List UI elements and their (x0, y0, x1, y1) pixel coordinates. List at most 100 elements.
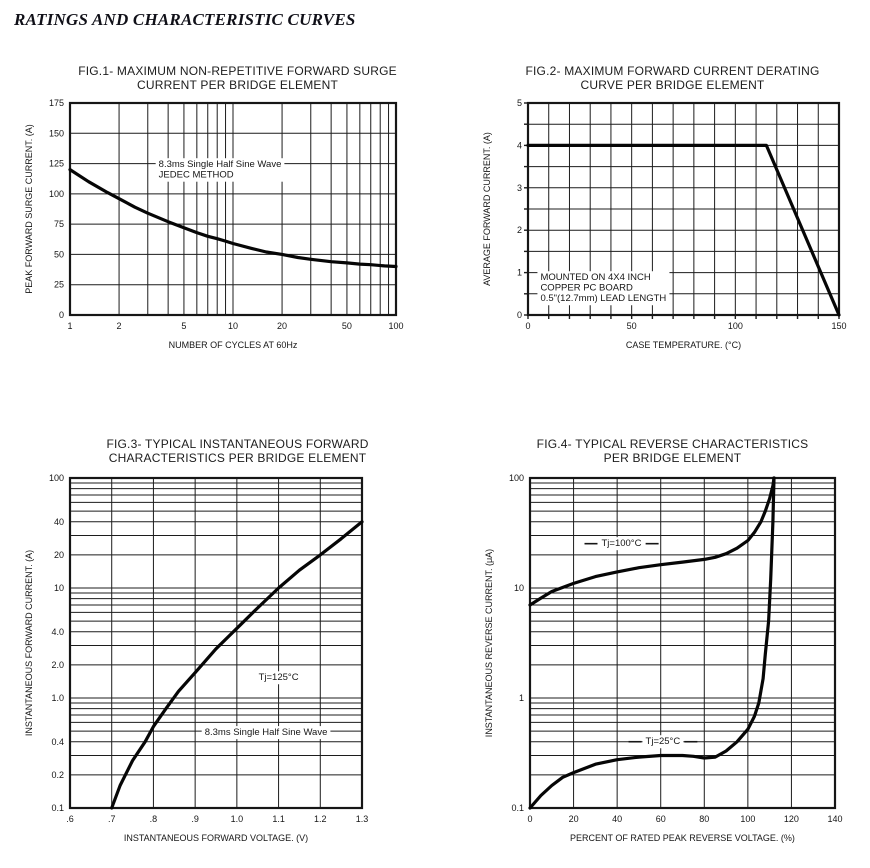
annotation-mask (201, 726, 330, 740)
figure-2-title-line2: CURVE PER BRIDGE ELEMENT (580, 78, 765, 92)
annotation: Tj=125°C (255, 671, 302, 685)
svg-text:2: 2 (116, 321, 121, 331)
svg-text:1.3: 1.3 (355, 814, 368, 824)
svg-text:2.0: 2.0 (51, 660, 64, 670)
datasheet-page: RATINGS AND CHARACTERISTIC CURVES FIG.1-… (0, 10, 870, 860)
svg-text:1: 1 (67, 321, 72, 331)
grid-lines (69, 102, 396, 316)
figures-grid: FIG.1- MAXIMUM NON-REPETITIVE FORWARD SU… (0, 64, 870, 860)
grid-lines (529, 477, 835, 809)
svg-text:175: 175 (48, 98, 63, 108)
plot-border (68, 101, 397, 317)
figure-3-title: FIG.3- TYPICAL INSTANTANEOUS FORWARD CHA… (0, 437, 435, 465)
svg-text:20: 20 (53, 550, 63, 560)
svg-text:10: 10 (53, 583, 63, 593)
svg-text:.9: .9 (191, 814, 199, 824)
curve-tj-25-c (527, 476, 776, 810)
x-axis-label: CASE TEMPERATURE. (°C) (625, 340, 740, 350)
svg-text:140: 140 (827, 814, 842, 824)
y-axis-label: PEAK FORWARD SURGE CURRENT. (A) (24, 124, 34, 294)
svg-text:0: 0 (516, 310, 521, 320)
annotation-mask (642, 735, 683, 749)
svg-text:0: 0 (58, 310, 63, 320)
figure-2-title: FIG.2- MAXIMUM FORWARD CURRENT DERATING … (435, 64, 870, 92)
svg-text:8.3ms Single Half Sine Wave: 8.3ms Single Half Sine Wave (158, 159, 281, 170)
svg-text:40: 40 (612, 814, 622, 824)
svg-text:20: 20 (568, 814, 578, 824)
y-axis-label: INSTANTANEOUS REVERSE CURRENT. (μA) (484, 549, 494, 737)
figure-2: FIG.2- MAXIMUM FORWARD CURRENT DERATING … (435, 64, 870, 367)
annotation-mask (255, 671, 302, 685)
svg-text:80: 80 (699, 814, 709, 824)
svg-text:150: 150 (48, 128, 63, 138)
svg-text:0: 0 (527, 814, 532, 824)
svg-text:1.2: 1.2 (314, 814, 327, 824)
figure-4-title-line2: PER BRIDGE ELEMENT (603, 451, 742, 465)
figure-3-forward-characteristics-chart: .6 .7 .8 .9 1.0 1.1 1.2 1.3 100 40 20 10 4.0 2.0 1.0 0.… (24, 473, 368, 843)
figure-3-title-line1: FIG.3- TYPICAL INSTANTANEOUS FORWARD (106, 437, 369, 451)
figure-1: FIG.1- MAXIMUM NON-REPETITIVE FORWARD SU… (0, 64, 435, 367)
plot-border (526, 101, 840, 317)
svg-text:75: 75 (53, 219, 63, 229)
svg-text:Tj=100°C: Tj=100°C (601, 538, 641, 549)
svg-text:Tj=25°C: Tj=25°C (645, 736, 680, 747)
svg-text:JEDEC METHOD: JEDEC METHOD (158, 170, 233, 181)
grid-lines (69, 477, 362, 809)
svg-text:100: 100 (48, 189, 63, 199)
tick-labels: 0 50 100 150 0 1 2 3 4 5 (516, 98, 846, 331)
svg-text:0.1: 0.1 (511, 803, 524, 813)
curve-surge-current (67, 168, 398, 269)
annotation-mask (155, 158, 284, 182)
svg-text:.7: .7 (107, 814, 115, 824)
svg-text:0.2: 0.2 (51, 770, 64, 780)
annotation-mask (536, 271, 669, 306)
svg-text:1: 1 (516, 268, 521, 278)
svg-text:5: 5 (181, 321, 186, 331)
svg-text:100: 100 (727, 321, 742, 331)
svg-text:100: 100 (508, 473, 523, 483)
x-axis-label: PERCENT OF RATED PEAK REVERSE VOLTAGE. (… (570, 833, 795, 843)
svg-text:1.0: 1.0 (51, 693, 64, 703)
svg-text:100: 100 (48, 473, 63, 483)
svg-text:8.3ms Single Half Sine Wave: 8.3ms Single Half Sine Wave (204, 727, 327, 738)
svg-text:50: 50 (341, 321, 351, 331)
svg-text:150: 150 (831, 321, 846, 331)
svg-text:3: 3 (516, 183, 521, 193)
svg-text:5: 5 (516, 98, 521, 108)
y-axis-label: INSTANTANEOUS FORWARD CURRENT. (A) (24, 550, 34, 736)
x-axis-label: INSTANTANEOUS FORWARD VOLTAGE. (V) (123, 833, 307, 843)
svg-text:0: 0 (525, 321, 530, 331)
svg-text:2: 2 (516, 225, 521, 235)
figure-1-title-line1: FIG.1- MAXIMUM NON-REPETITIVE FORWARD SU… (78, 64, 397, 78)
svg-text:100: 100 (740, 814, 755, 824)
svg-text:50: 50 (626, 321, 636, 331)
svg-text:40: 40 (53, 517, 63, 527)
figure-4-title-line1: FIG.4- TYPICAL REVERSE CHARACTERISTICS (536, 437, 809, 451)
curve-derating (525, 143, 841, 317)
svg-text:120: 120 (783, 814, 798, 824)
annotation: 8.3ms Single Half Sine Wave (201, 726, 330, 740)
svg-text:50: 50 (53, 249, 63, 259)
figure-1-title-line2: CURRENT PER BRIDGE ELEMENT (136, 78, 338, 92)
svg-text:1: 1 (518, 693, 523, 703)
curve-tj-100-c (527, 476, 776, 607)
svg-text:20: 20 (277, 321, 287, 331)
svg-text:.6: .6 (66, 814, 74, 824)
svg-text:Tj=125°C: Tj=125°C (258, 672, 298, 683)
annotation-mask (598, 537, 645, 551)
svg-text:.8: .8 (149, 814, 157, 824)
svg-text:125: 125 (48, 159, 63, 169)
figure-1-title: FIG.1- MAXIMUM NON-REPETITIVE FORWARD SU… (0, 64, 435, 92)
svg-text:1.1: 1.1 (272, 814, 285, 824)
svg-text:COPPER PC BOARD: COPPER PC BOARD (540, 283, 633, 294)
x-axis-label: NUMBER OF CYCLES AT 60Hz (168, 340, 297, 350)
figure-2-derating-curve-chart: 0 50 100 150 0 1 2 3 4 5 CASE TEMPERATURE. (°C) AVE… (482, 98, 847, 350)
svg-text:10: 10 (227, 321, 237, 331)
figure-3: FIG.3- TYPICAL INSTANTANEOUS FORWARD CHA… (0, 437, 435, 860)
svg-text:4: 4 (516, 140, 521, 150)
annotation: Tj=100°C (584, 537, 659, 551)
figure-4-reverse-characteristics-chart: 0 20 40 60 80 100 120 140 100 10 1 0.1 PERCENT OF RA… (484, 473, 843, 843)
